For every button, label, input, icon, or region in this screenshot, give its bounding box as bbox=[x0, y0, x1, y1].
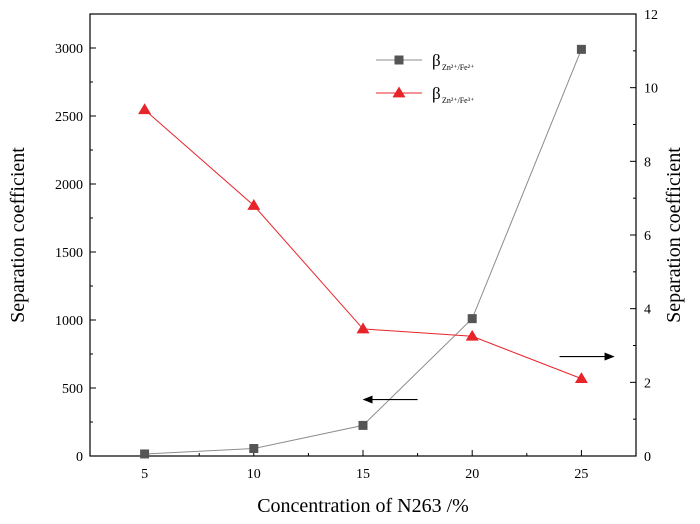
y-right-tick-label: 0 bbox=[644, 450, 651, 465]
y-left-tick-label: 3000 bbox=[55, 42, 83, 57]
y-left-tick-label: 1000 bbox=[55, 314, 83, 329]
y-left-tick-label: 2500 bbox=[55, 110, 83, 125]
series-line-1 bbox=[144, 49, 582, 455]
y-right-tick-label: 8 bbox=[644, 155, 651, 170]
axis-ticks: 5 10 15 20 25 0 500 1000 1500 2000 2500 3000 0 2 4 6 8 10… bbox=[55, 8, 658, 482]
plot-frame bbox=[89, 13, 637, 457]
x-axis-title: Concentration of N263 /% bbox=[257, 495, 469, 517]
x-tick-label: 20 bbox=[465, 467, 479, 482]
y-axis-title-right: Separation coefficient bbox=[663, 147, 685, 323]
y-left-tick-label: 0 bbox=[76, 450, 83, 465]
x-tick-label: 15 bbox=[356, 467, 370, 482]
x-tick-label: 5 bbox=[141, 467, 148, 482]
y-left-tick-label: 2000 bbox=[55, 178, 83, 193]
triangle-marker-2 bbox=[356, 322, 370, 334]
y-left-tick-label: 500 bbox=[62, 382, 83, 397]
x-tick-label: 25 bbox=[574, 467, 588, 482]
legend-label-1: β bbox=[432, 51, 441, 70]
y-right-tick-label: 6 bbox=[644, 229, 651, 244]
triangle-marker-2 bbox=[574, 372, 588, 384]
legend: β Zn²⁺/Fe²⁺β Zn²⁺/Fe³⁺ bbox=[376, 51, 474, 105]
series-lines bbox=[144, 49, 582, 455]
series-line-2 bbox=[144, 109, 582, 380]
y-right-tick-label: 2 bbox=[644, 376, 651, 391]
square-marker-1 bbox=[249, 444, 259, 454]
square-marker-1 bbox=[358, 420, 368, 430]
triangle-marker-2 bbox=[247, 199, 261, 210]
legend-sublabel-2: Zn²⁺/Fe³⁺ bbox=[442, 96, 474, 105]
square-marker-1 bbox=[140, 449, 150, 459]
triangle-marker-2 bbox=[465, 329, 479, 341]
y-right-tick-label: 10 bbox=[644, 82, 658, 97]
triangle-marker-2 bbox=[138, 103, 152, 115]
legend-marker-2 bbox=[392, 86, 406, 98]
legend-sublabel-1: Zn²⁺/Fe²⁺ bbox=[442, 63, 474, 72]
annotation-arrows bbox=[362, 352, 615, 404]
y-axis-title-left: Separation coefficient bbox=[7, 147, 29, 323]
series-markers bbox=[138, 44, 588, 459]
square-marker-1 bbox=[467, 314, 477, 324]
x-tick-label: 10 bbox=[247, 467, 261, 482]
y-right-tick-label: 4 bbox=[644, 303, 651, 318]
legend-label-2: β bbox=[432, 84, 441, 103]
square-marker-1 bbox=[576, 44, 586, 54]
legend-marker-1 bbox=[394, 55, 404, 65]
y-left-tick-label: 1500 bbox=[55, 246, 83, 261]
y-right-tick-label: 12 bbox=[644, 8, 658, 23]
